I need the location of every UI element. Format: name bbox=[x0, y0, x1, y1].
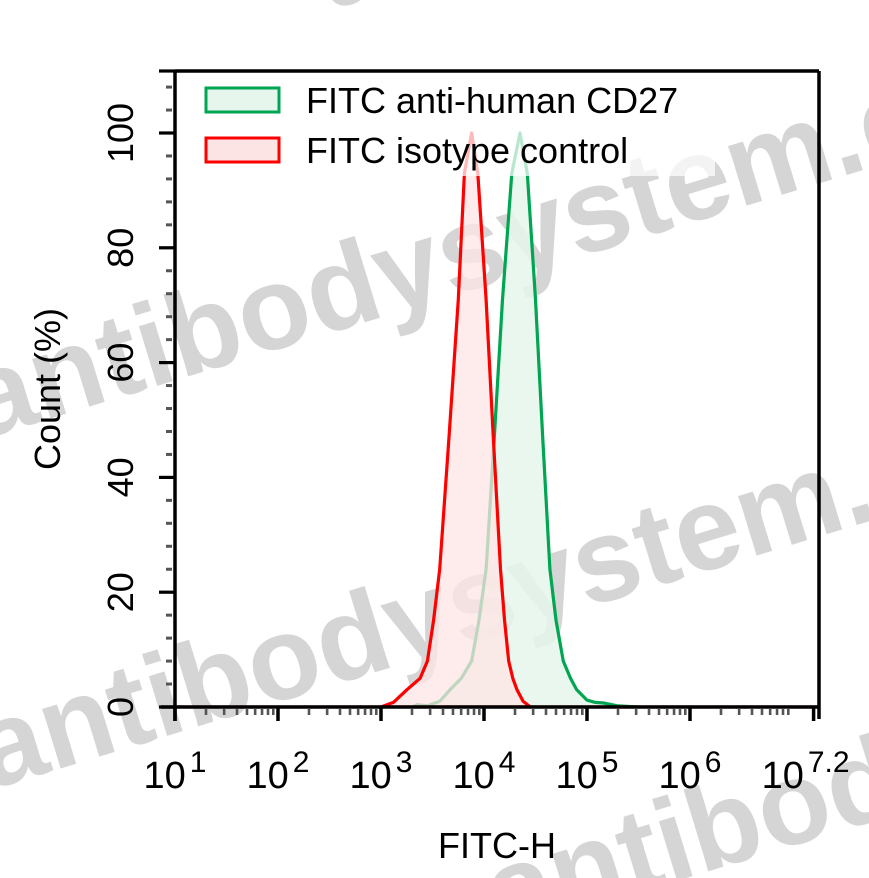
y-tick-label: 20 bbox=[100, 572, 141, 612]
y-tick-label: 100 bbox=[100, 103, 141, 163]
x-tick-label: 10 4 bbox=[453, 746, 516, 797]
y-tick-label: 40 bbox=[100, 457, 141, 497]
legend-swatch-0 bbox=[204, 86, 281, 114]
legend-swatch-1 bbox=[204, 136, 281, 164]
legend: FITC anti-human CD27 FITC isotype control bbox=[190, 78, 715, 176]
x-tick-label: 10 1 bbox=[144, 746, 207, 797]
x-axis-label: FITC-H bbox=[438, 825, 556, 866]
x-tick-label: 10 5 bbox=[556, 746, 619, 797]
series-fill-0 bbox=[411, 133, 640, 707]
x-tick-label: 10 7.2 bbox=[762, 746, 850, 797]
y-tick-label: 60 bbox=[100, 343, 141, 383]
legend-label-1: FITC isotype control bbox=[306, 130, 628, 171]
y-tick-label: 0 bbox=[100, 697, 141, 717]
y-axis-label: Count (%) bbox=[27, 308, 68, 470]
y-tick-label: 80 bbox=[100, 228, 141, 268]
x-tick-label: 10 2 bbox=[247, 746, 310, 797]
x-tick-label: 10 6 bbox=[659, 746, 722, 797]
series-fill-1 bbox=[381, 133, 531, 707]
legend-label-0: FITC anti-human CD27 bbox=[306, 80, 678, 121]
axes: 0 20 40 60 80 100 10 1 10 2 10 3 10 4 10 5 10 6 10 7.2 bbox=[100, 69, 850, 797]
x-tick-label: 10 3 bbox=[350, 746, 413, 797]
watermark-text: antibodysystem.com bbox=[299, 0, 869, 35]
